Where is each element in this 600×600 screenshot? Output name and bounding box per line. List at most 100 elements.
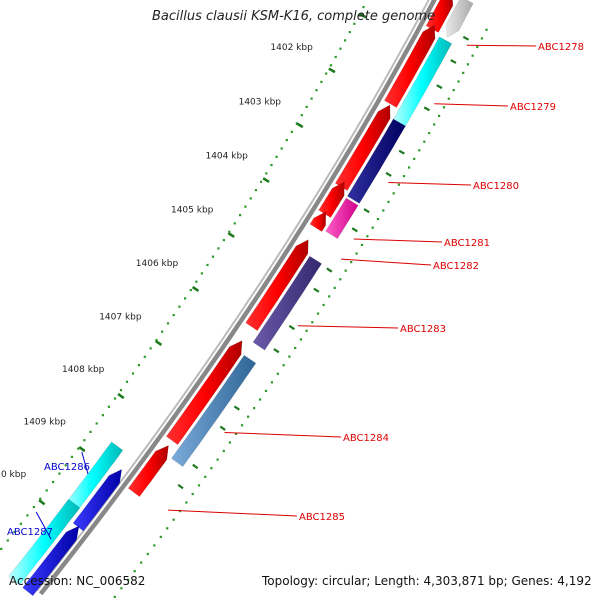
dot (13, 531, 16, 534)
dot (438, 114, 441, 117)
dot (120, 587, 123, 590)
accession-text: Accession: NC_006582 (9, 574, 146, 588)
dot (244, 205, 247, 208)
gene-tick-mark (219, 425, 226, 431)
dot (204, 475, 207, 478)
dot (137, 364, 140, 367)
dot (260, 180, 263, 183)
dot (452, 89, 455, 92)
dot (197, 484, 201, 487)
dot (311, 321, 314, 324)
gene-tick-mark (423, 106, 430, 112)
dot (355, 252, 358, 255)
dot (210, 467, 213, 470)
dot (334, 55, 337, 59)
dot (140, 561, 143, 564)
cds-outer-1284 (171, 354, 257, 468)
dot (376, 218, 380, 221)
dot (149, 347, 152, 350)
dot (402, 175, 406, 178)
dot (95, 422, 98, 425)
outer-dotted-track (113, 28, 488, 598)
dot (259, 398, 262, 401)
dot (457, 80, 460, 83)
dot (172, 314, 175, 317)
dot (113, 595, 116, 598)
dot (320, 80, 323, 83)
dot (161, 330, 164, 333)
dot (228, 441, 231, 444)
dot (39, 497, 42, 500)
kbp-tick (359, 12, 367, 19)
dot (222, 449, 225, 453)
dot (285, 139, 288, 142)
dot (58, 472, 61, 475)
dot (119, 389, 123, 392)
label-leader-line (341, 258, 432, 266)
cds-reverse-1287 (8, 498, 81, 586)
kbp-tick-label: 1406 kbp (136, 259, 179, 269)
dot (247, 415, 250, 418)
dot (300, 114, 303, 117)
dot (428, 132, 431, 135)
gene-tick-mark (398, 149, 405, 155)
dot (282, 364, 285, 367)
dot (264, 389, 268, 392)
dot (290, 130, 293, 133)
dot (101, 414, 104, 417)
dot (107, 405, 110, 408)
dot (77, 447, 80, 450)
dot (344, 269, 347, 272)
cds-outer-1281 (325, 197, 359, 240)
dot (294, 346, 297, 350)
dot (447, 97, 450, 100)
dot (471, 54, 474, 57)
dot (270, 381, 273, 384)
dot (485, 28, 488, 31)
dot (189, 289, 192, 292)
dot (234, 432, 238, 435)
backbone-line (38, 0, 437, 596)
dot (239, 214, 242, 217)
dot (249, 197, 252, 200)
dot (233, 222, 236, 225)
dot (184, 297, 187, 300)
gene-tick-mark (385, 171, 392, 177)
dot (357, 14, 361, 17)
dot (339, 47, 342, 50)
gene-label: ABC1280 (473, 181, 519, 192)
dot (83, 439, 86, 442)
gene-labels: ABC1278 ABC1279 ABC1280 ABC1281 ABC1282 ABC12… (7, 42, 584, 540)
gene-label: ABC1286 (44, 462, 90, 473)
kbp-tick-label: 1407 kbp (99, 312, 142, 322)
dot (322, 303, 325, 307)
dot (462, 71, 465, 74)
kbp-tick-label: 1409 kbp (23, 417, 66, 427)
dot (270, 164, 273, 167)
dot (254, 189, 257, 192)
cds-forward-1279 (383, 24, 436, 108)
dot (423, 140, 426, 143)
dot (329, 64, 333, 67)
gene-label: ABC1287 (7, 527, 53, 538)
label-leader-line (168, 509, 298, 517)
gene-tick-mark (436, 84, 443, 90)
cds-forward-1284 (165, 340, 243, 446)
dot (360, 243, 364, 246)
cds-forward-1283 (245, 239, 309, 332)
kbp-tick (38, 499, 46, 506)
dot (413, 157, 416, 160)
dot (131, 372, 135, 375)
dot (166, 322, 170, 325)
dot (339, 278, 342, 281)
dot (228, 230, 231, 233)
dot (299, 338, 302, 341)
dot (191, 492, 194, 496)
dot (328, 295, 331, 298)
dot (32, 506, 35, 509)
dot (125, 380, 129, 383)
dot (45, 489, 48, 492)
label-leader-line (353, 238, 443, 243)
dot (371, 226, 374, 229)
